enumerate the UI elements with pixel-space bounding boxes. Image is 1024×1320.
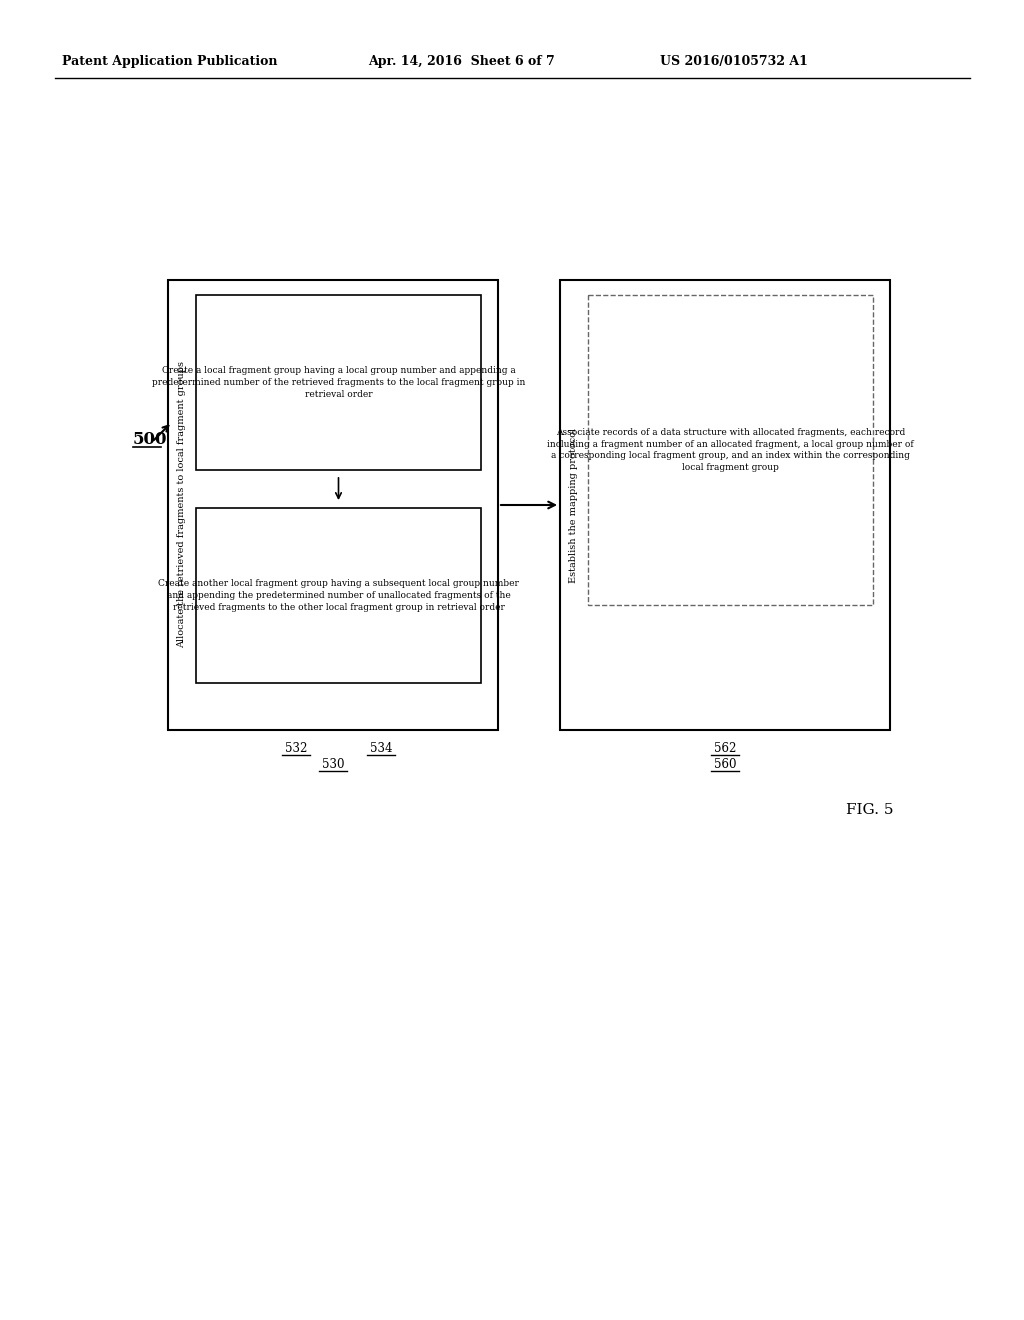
- Text: 562: 562: [714, 742, 736, 755]
- Text: US 2016/0105732 A1: US 2016/0105732 A1: [660, 55, 808, 69]
- Text: 532: 532: [285, 742, 307, 755]
- Text: 560: 560: [714, 758, 736, 771]
- Text: Associate records of a data structure with allocated fragments, each record
incl: Associate records of a data structure wi…: [547, 428, 913, 473]
- Text: Create another local fragment group having a subsequent local group number
and a: Create another local fragment group havi…: [158, 579, 519, 611]
- Text: Create a local fragment group having a local group number and appending a
predet: Create a local fragment group having a l…: [152, 366, 525, 399]
- Text: Establish the mapping protocol: Establish the mapping protocol: [569, 428, 579, 582]
- Text: FIG. 5: FIG. 5: [846, 803, 894, 817]
- Text: 530: 530: [322, 758, 344, 771]
- Text: Patent Application Publication: Patent Application Publication: [62, 55, 278, 69]
- Bar: [196, 508, 481, 682]
- Bar: [196, 294, 481, 470]
- Text: Apr. 14, 2016  Sheet 6 of 7: Apr. 14, 2016 Sheet 6 of 7: [368, 55, 555, 69]
- Text: 534: 534: [370, 742, 392, 755]
- Text: 500: 500: [133, 432, 168, 449]
- Bar: [560, 280, 890, 730]
- Bar: [588, 294, 873, 605]
- Text: Allocate the retrieved fragments to local fragment groups: Allocate the retrieved fragments to loca…: [177, 362, 186, 648]
- Bar: [168, 280, 498, 730]
